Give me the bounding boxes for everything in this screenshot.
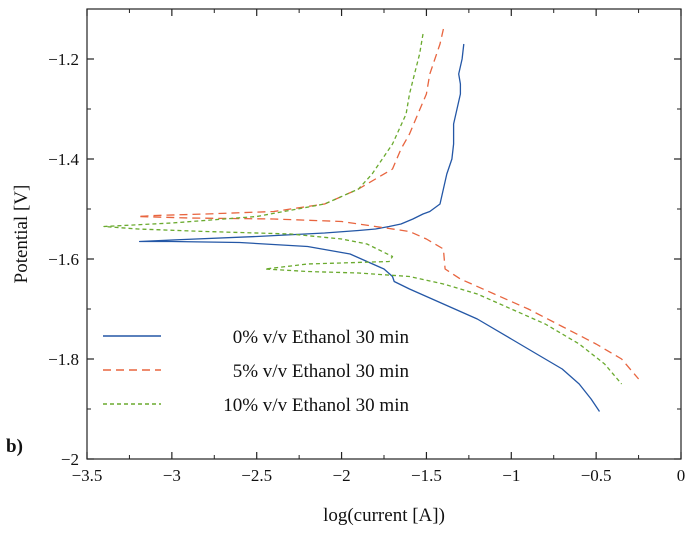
series-line-2 [103, 33, 623, 385]
x-tick-label: −3.5 [72, 466, 103, 485]
legend-label-2: 10% v/v Ethanol 30 min [223, 395, 409, 416]
y-tick-label: −2 [61, 450, 79, 469]
y-tick-label: −1.2 [48, 50, 79, 69]
legend: 0% v/v Ethanol 30 min 5% v/v Ethanol 30 m… [103, 327, 409, 416]
legend-label-1: 5% v/v Ethanol 30 min [233, 361, 410, 382]
legend-label-0: 0% v/v Ethanol 30 min [233, 327, 410, 348]
x-axis-title: log(current [A]) [323, 505, 445, 526]
y-tick-label: −1.6 [48, 250, 79, 269]
x-tick-label: −2.5 [241, 466, 272, 485]
plot-frame [86, 8, 682, 460]
series-line-1 [137, 28, 640, 380]
ticks: −3.5 −3 −2.5 −2 −1.5 −1 −0.5 0 −2 −1.8 −1.6 −1.4 −1.… [48, 9, 685, 485]
x-tick-label: −1 [502, 466, 520, 485]
x-tick-label: 0 [677, 466, 686, 485]
series-lines [103, 28, 640, 412]
x-tick-label: −2 [333, 466, 351, 485]
x-tick-label: −3 [163, 466, 181, 485]
x-tick-label: −0.5 [581, 466, 612, 485]
y-tick-label: −1.4 [48, 150, 79, 169]
series-line-0 [138, 43, 601, 412]
panel-label: b) [6, 436, 23, 457]
y-axis-title: Potential [V] [11, 185, 32, 284]
x-tick-label: −1.5 [411, 466, 442, 485]
y-tick-label: −1.8 [48, 350, 79, 369]
